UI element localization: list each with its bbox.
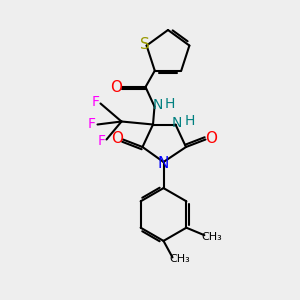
Text: F: F (88, 118, 96, 131)
Text: N: N (172, 116, 182, 130)
Text: F: F (98, 134, 106, 148)
Text: O: O (111, 130, 123, 146)
Text: N: N (153, 98, 163, 112)
Text: H: H (165, 97, 175, 110)
Text: O: O (206, 130, 218, 146)
Text: O: O (110, 80, 122, 94)
Text: F: F (92, 95, 100, 109)
Text: S: S (140, 37, 150, 52)
Text: CH₃: CH₃ (202, 232, 222, 242)
Text: H: H (185, 114, 195, 128)
Text: N: N (158, 156, 169, 171)
Text: CH₃: CH₃ (169, 254, 190, 264)
